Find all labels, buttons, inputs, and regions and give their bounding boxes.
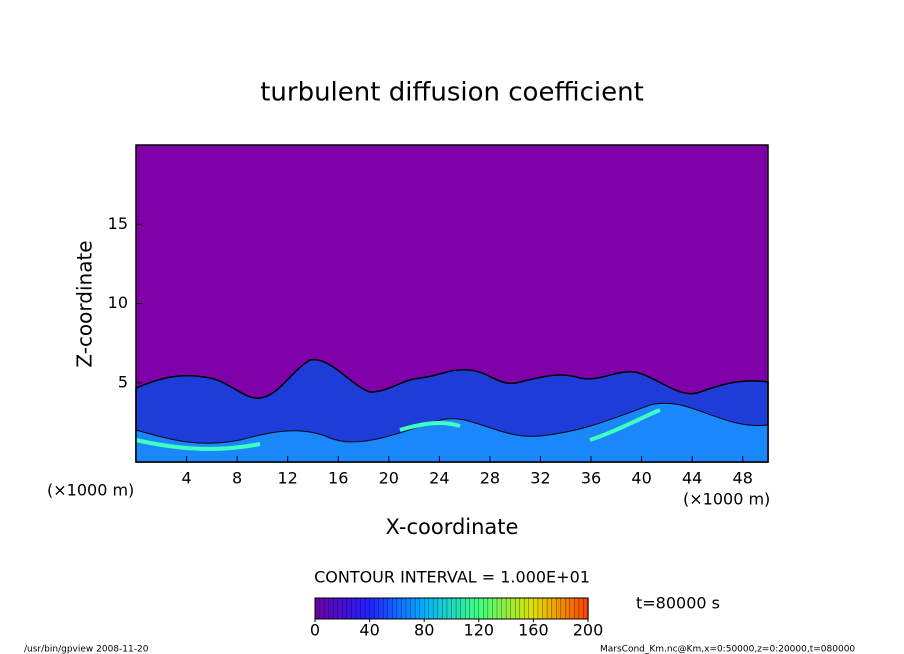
colorbar-strip: [519, 597, 525, 620]
colorbar-strip: [314, 597, 321, 620]
x-tick-label: 16: [328, 469, 348, 488]
colorbar-tick-label: 200: [573, 621, 604, 640]
colorbar-strip: [560, 597, 566, 620]
x-axis-label: X-coordinate: [386, 515, 519, 539]
colorbar-strip: [319, 597, 325, 620]
colorbar-strip: [515, 597, 521, 620]
colorbar-strip: [524, 597, 530, 620]
colorbar-strip: [424, 597, 430, 620]
field-highlight: [135, 408, 661, 451]
colorbar-strip: [410, 597, 416, 620]
colorbar-strip: [419, 597, 425, 620]
colorbar-strip: [323, 597, 330, 620]
colorbar-strip: [487, 597, 494, 620]
colorbar-strip: [478, 597, 484, 620]
footer-left: /usr/bin/gpview 2008-11-20: [24, 645, 149, 654]
x-tick-label: 24: [429, 469, 449, 488]
colorbar-strip: [401, 597, 407, 620]
x-tick-label: 28: [480, 469, 500, 488]
y-tick-label: 5: [118, 372, 128, 391]
x-tick-label: 4: [181, 469, 191, 488]
colorbar-strip: [369, 597, 375, 620]
chart-title: turbulent diffusion coefficient: [260, 78, 644, 108]
y-unit: (×1000 m): [47, 481, 134, 500]
x-tick-label: 20: [379, 469, 399, 488]
colorbar-strip: [342, 597, 348, 620]
colorbar-tick-label: 80: [414, 621, 434, 640]
colorbar-strip: [373, 597, 380, 620]
x-unit: (×1000 m): [683, 490, 770, 509]
contour-interval: CONTOUR INTERVAL = 1.000E+01: [314, 568, 590, 587]
colorbar-strip: [437, 597, 444, 620]
x-tick-label: 40: [631, 469, 651, 488]
colorbar-strip: [451, 597, 457, 620]
colorbar-strip: [510, 597, 516, 620]
colorbar-strip: [578, 597, 585, 620]
colorbar-tick-label: 40: [359, 621, 379, 640]
colorbar-strip: [337, 597, 343, 620]
colorbar-strip: [469, 597, 475, 620]
colorbar-strip: [551, 597, 557, 620]
colorbar-strip: [328, 597, 334, 620]
colorbar-strip: [505, 597, 512, 620]
colorbar-strip: [351, 597, 357, 620]
y-axis-label: Z-coordinate: [73, 240, 97, 367]
colorbar-strip: [569, 597, 575, 620]
colorbar-strip: [387, 597, 393, 620]
colorbar-strip: [446, 597, 453, 620]
colorbar-strip: [392, 597, 398, 620]
footer-right: MarsCond_Km.nc@Km,x=0:50000,z=0:20000,t=…: [600, 645, 855, 654]
colorbar-strip: [433, 597, 439, 620]
colorbar-strip: [474, 597, 480, 620]
colorbar-strip: [574, 597, 580, 620]
colorbar-strip: [556, 597, 562, 620]
colorbar-strip: [537, 597, 544, 620]
colorbar-strip: [460, 597, 466, 620]
colorbar-strip: [442, 597, 448, 620]
colorbar-strip: [378, 597, 384, 620]
x-tick-label: 32: [530, 469, 550, 488]
y-tick-label: 15: [108, 214, 128, 233]
colorbar-strip: [405, 597, 412, 620]
time-label: t=80000 s: [636, 594, 720, 613]
colorbar-strip: [501, 597, 507, 620]
field-region: [135, 402, 769, 463]
y-tick-label: 10: [108, 293, 128, 312]
colorbar-tick-label: 160: [518, 621, 549, 640]
colorbar-tick-label: 0: [310, 621, 320, 640]
x-tick-label: 44: [682, 469, 702, 488]
x-tick-label: 36: [581, 469, 601, 488]
x-tick-label: 48: [733, 469, 753, 488]
colorbar-strip: [364, 597, 371, 620]
colorbar-frame: [314, 597, 589, 620]
colorbar-strip: [496, 597, 503, 620]
colorbar-strip: [492, 597, 498, 620]
colorbar-strip: [528, 597, 535, 620]
colorbar-strip: [333, 597, 339, 620]
colorbar-strip: [546, 597, 553, 620]
colorbar-tick-label: 120: [464, 621, 495, 640]
colorbar-strip: [355, 597, 362, 620]
colorbar-strip: [346, 597, 353, 620]
x-tick-label: 12: [278, 469, 298, 488]
colorbar-strip: [483, 597, 489, 620]
x-tick-label: 8: [232, 469, 242, 488]
colorbar-strip: [414, 597, 421, 620]
colorbar-strip: [396, 597, 403, 620]
colorbar-strip: [455, 597, 462, 620]
colorbar-strip: [383, 597, 389, 620]
colorbar-strip: [533, 597, 539, 620]
colorbar-strip: [542, 597, 548, 620]
colorbar-strip: [360, 597, 366, 620]
colorbar-strip: [464, 597, 471, 620]
colorbar-strip: [565, 597, 571, 620]
colorbar-strip: [428, 597, 434, 620]
